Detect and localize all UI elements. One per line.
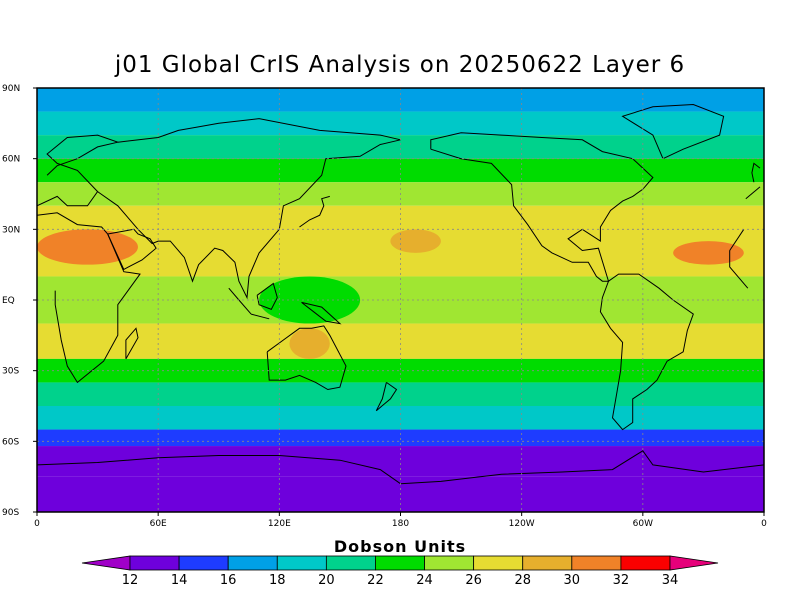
coastline (729, 250, 749, 289)
coastline (301, 301, 342, 325)
colorbar-segment (424, 555, 475, 571)
colorbar-segment (571, 555, 622, 571)
coastline (375, 381, 398, 412)
coastline (97, 118, 401, 300)
coastline (256, 282, 278, 311)
ozone-region (37, 229, 138, 265)
colorbar-segment (620, 555, 671, 571)
colorbar: 12 14 16 18 20 22 24 26 28 30 32 34 (81, 555, 719, 588)
coastline (299, 195, 330, 228)
ozone-band (37, 429, 764, 447)
coastline (125, 327, 139, 360)
colorbar-tick-label: 20 (318, 573, 335, 588)
x-tick-label: 180 (392, 519, 409, 529)
x-axis-ticks: 0 60E 120E 180 120W 60W 0 (34, 512, 767, 529)
ozone-band (37, 158, 764, 183)
coastline (37, 450, 764, 485)
ozone-region (390, 229, 441, 253)
colorbar-segment (375, 555, 425, 571)
grid-lines (37, 88, 764, 512)
ozone-band (37, 135, 764, 159)
colorbar-tick-label: 32 (613, 573, 630, 588)
y-tick-label: 30S (2, 367, 19, 377)
y-tick-label: 60S (2, 437, 19, 447)
colorbar-tick-label: 34 (662, 573, 679, 588)
x-tick-label: 120W (509, 519, 535, 529)
ozone-region (289, 328, 330, 359)
colorbar-tick-label: 28 (514, 573, 531, 588)
colorbar-tick-label: 30 (564, 573, 581, 588)
coastline (745, 186, 761, 200)
colorbar-tick-label: 26 (465, 573, 482, 588)
colorbar-segment (522, 555, 573, 571)
y-axis-ticks: 90N 60N 30N EQ 30S 60S 90S (2, 84, 37, 518)
colorbar-tick-label: 18 (269, 573, 286, 588)
ozone-band (37, 406, 764, 430)
ozone-regions (37, 229, 744, 359)
ozone-region (673, 241, 744, 265)
colorbar-tick-label: 12 (122, 573, 139, 588)
colorbar-segment (325, 555, 376, 571)
x-tick-label: 120E (268, 519, 291, 529)
colorbar-title: Dobson Units (334, 537, 466, 556)
plot-title: j01 Global CrIS Analysis on 20250622 Lay… (114, 52, 686, 78)
y-tick-label: 60N (2, 155, 20, 165)
colorbar-tick-label: 22 (367, 573, 384, 588)
colorbar-segment (129, 555, 180, 571)
x-tick-label: 60W (633, 519, 653, 529)
coastline (37, 212, 141, 384)
coastline (266, 325, 347, 391)
ozone-band (37, 446, 764, 477)
coastline (599, 273, 694, 431)
coastline (37, 134, 120, 207)
colorbar-segment (276, 555, 327, 571)
colorbar-segment (227, 555, 278, 571)
colorbar-segment (473, 555, 524, 571)
x-tick-label: 60E (150, 519, 167, 529)
colorbar-arrow-high (669, 555, 719, 571)
coastline (107, 228, 157, 271)
colorbar-tick-label: 16 (220, 573, 237, 588)
y-tick-label: 90N (2, 84, 20, 94)
x-tick-label: 0 (34, 519, 40, 529)
y-tick-label: 90S (2, 508, 19, 518)
y-tick-label: EQ (2, 296, 15, 306)
colorbar-arrow-low (81, 555, 131, 571)
coastlines (37, 103, 764, 485)
coastline (729, 229, 745, 251)
colorbar-tick-label: 24 (416, 573, 433, 588)
coastline (751, 162, 761, 183)
map-plot-area (37, 88, 764, 512)
ozone-band (37, 358, 764, 383)
coastline (250, 313, 270, 320)
colorbar-tick-label: 14 (171, 573, 188, 588)
y-tick-label: 30N (2, 225, 20, 235)
x-tick-label: 0 (761, 519, 767, 529)
colorbar-segment (178, 555, 229, 571)
ozone-region (259, 276, 361, 324)
